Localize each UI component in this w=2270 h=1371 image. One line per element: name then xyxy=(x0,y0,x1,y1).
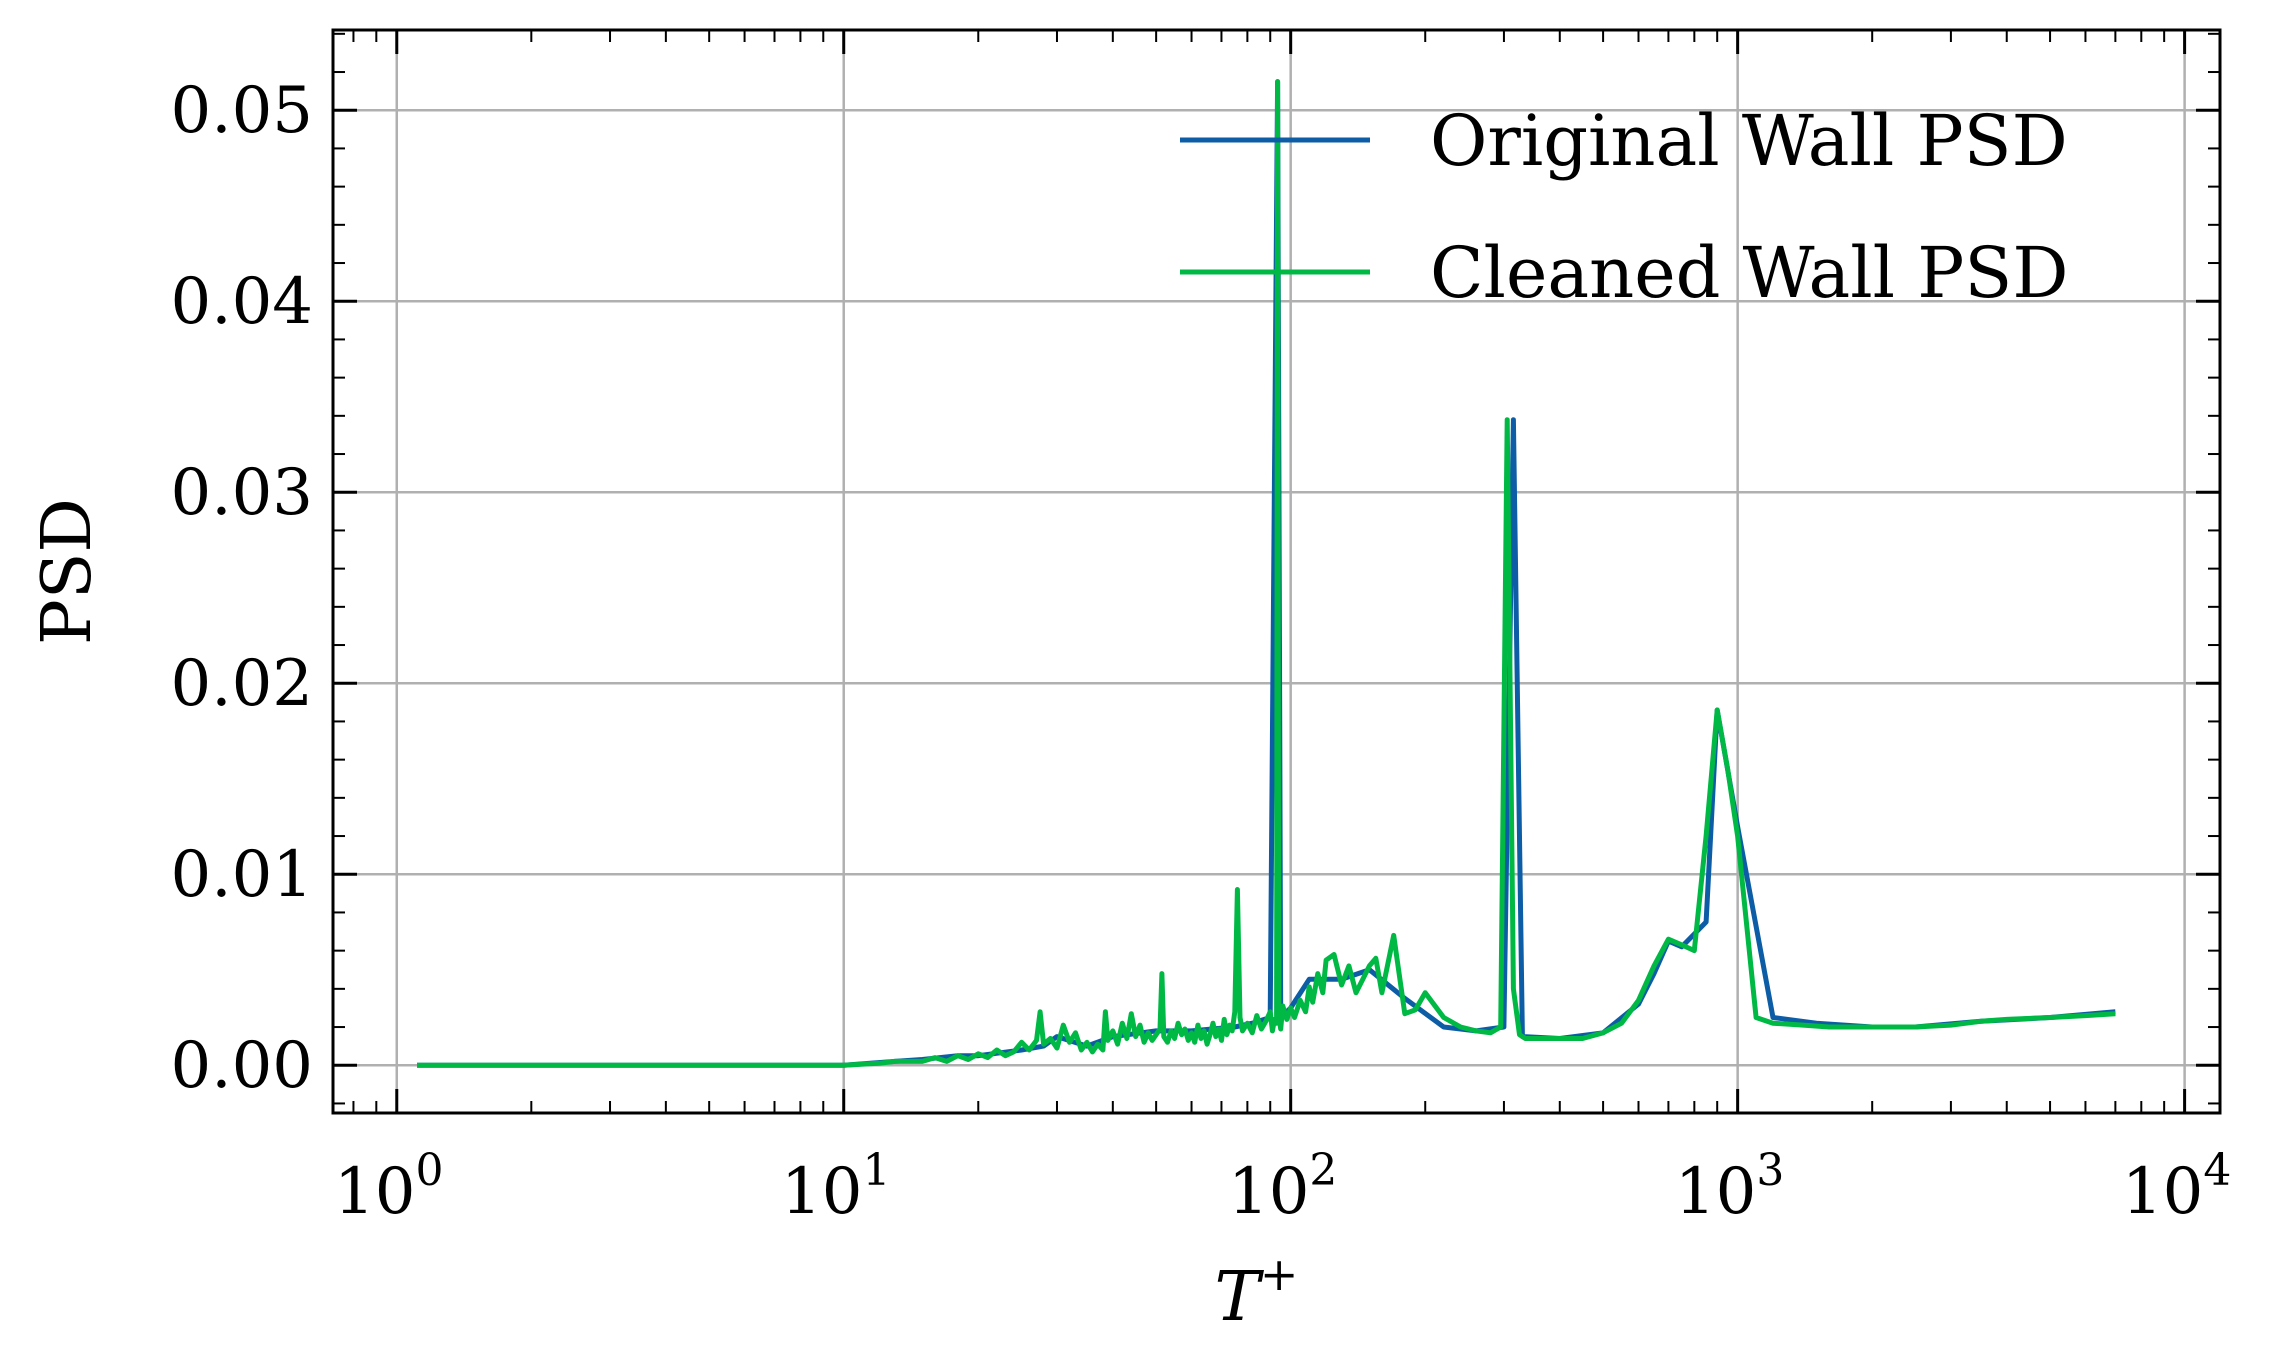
x-tick-label-exp: 4 xyxy=(2203,1145,2231,1196)
legend: Original Wall PSD Cleaned Wall PSD xyxy=(1180,100,2068,314)
x-tick-label-base: 10 xyxy=(2122,1155,2203,1229)
x-tick-label: 102 xyxy=(1228,1145,1337,1229)
x-tick-label: 100 xyxy=(334,1145,443,1229)
series-line-cleaned xyxy=(417,79,2116,1068)
series-lines xyxy=(417,79,2116,1068)
x-tick-label-base: 10 xyxy=(1228,1155,1309,1229)
x-tick-label-exp: 1 xyxy=(862,1145,890,1196)
y-tick-label: 0.00 xyxy=(171,1029,314,1103)
x-tick-label-exp: 3 xyxy=(1756,1145,1784,1196)
tick-marks xyxy=(333,30,2220,1113)
x-axis-title: T+ xyxy=(1215,1247,1299,1337)
legend-label-cleaned: Cleaned Wall PSD xyxy=(1430,232,2068,314)
x-tick-label-base: 10 xyxy=(334,1155,415,1229)
y-tick-label: 0.04 xyxy=(171,265,314,339)
plot-frame xyxy=(331,28,2222,1115)
x-tick-label-base: 10 xyxy=(1675,1155,1756,1229)
x-tick-label-exp: 0 xyxy=(415,1145,443,1196)
x-axis-title-main: T xyxy=(1215,1258,1265,1337)
x-tick-label: 101 xyxy=(781,1145,890,1229)
legend-label-original: Original Wall PSD xyxy=(1430,100,2068,182)
series-line-original xyxy=(417,79,2116,1068)
y-tick-label: 0.02 xyxy=(171,647,314,721)
x-tick-label: 103 xyxy=(1675,1145,1784,1229)
y-tick-label: 0.01 xyxy=(171,838,314,912)
x-tick-label-exp: 2 xyxy=(1309,1145,1337,1196)
y-tick-label: 0.05 xyxy=(171,74,314,148)
y-tick-label: 0.03 xyxy=(171,456,314,530)
x-tick-label: 104 xyxy=(2122,1145,2231,1229)
x-tick-label-base: 10 xyxy=(781,1155,862,1229)
x-axis-title-sup: + xyxy=(1260,1247,1299,1301)
y-axis-title: PSD xyxy=(28,498,107,645)
